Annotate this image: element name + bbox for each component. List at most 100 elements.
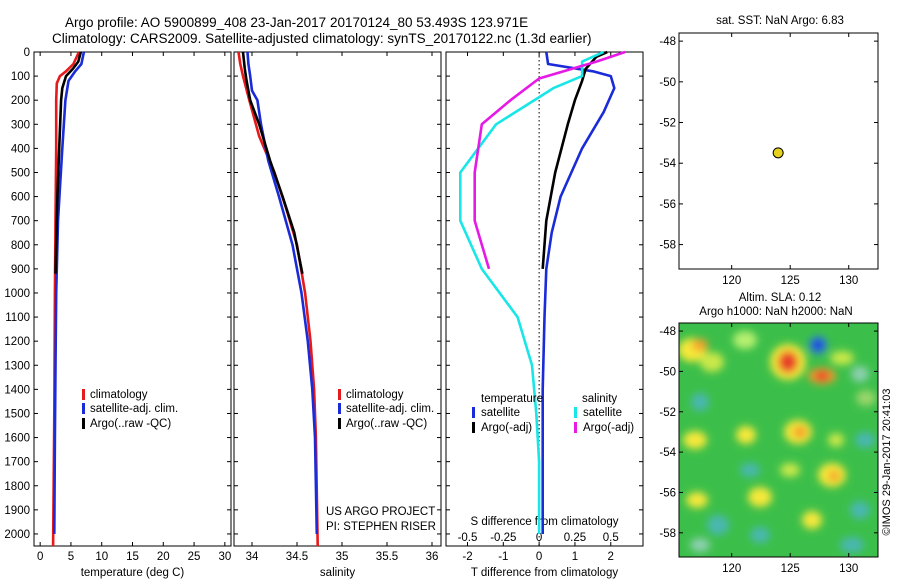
legend-label-0: climatology xyxy=(90,389,148,401)
legend-salinity-heading: salinity xyxy=(582,393,617,405)
sla-blob-29 xyxy=(850,501,870,519)
legend-label-s-argo: Argo(-adj) xyxy=(583,422,634,434)
series-line-2 xyxy=(241,51,304,274)
x-tick-label: 0 xyxy=(536,551,542,563)
imos-credit: ©IMOS 29-Jan-2017 20:41:03 xyxy=(881,389,893,536)
x-tick-label: 25 xyxy=(188,551,201,563)
x-tick-label: 34.5 xyxy=(286,551,308,563)
sla-blob-14 xyxy=(736,426,756,444)
y-tick-label: -56 xyxy=(659,199,676,211)
argo-location-marker xyxy=(772,147,784,159)
legend-swatch-2 xyxy=(82,418,85,429)
x-tick-label: 125 xyxy=(781,275,800,287)
sla-blob-31 xyxy=(840,537,864,553)
sla-blob-18 xyxy=(855,432,875,448)
y-tick-label: -52 xyxy=(659,118,676,130)
y-tick-label: -58 xyxy=(659,528,676,540)
header-line-2: Climatology: CARS2009. Satellite-adjuste… xyxy=(52,31,592,46)
y-tick-label: 200 xyxy=(11,95,30,107)
x-tick-label: 34 xyxy=(246,551,259,563)
y-tick-label: -56 xyxy=(659,487,676,499)
temperature-panel: 0100200300400500600700800900100011001200… xyxy=(4,47,232,579)
legend-swatch-t-sat xyxy=(472,407,475,418)
plot-frame xyxy=(233,51,442,547)
y-tick-label: 1200 xyxy=(4,336,30,348)
sla-blob-12 xyxy=(691,393,709,411)
y-tick-label: 1600 xyxy=(4,433,30,445)
series-line-2 xyxy=(459,50,605,534)
sla-blob-1 xyxy=(692,339,708,351)
sst-map-panel: -48 -50 -52 -54 -56 -58 120 125 130 xyxy=(659,32,879,287)
legend-label-s-sat: satellite xyxy=(583,407,622,419)
x-tick-label: 125 xyxy=(781,563,800,575)
y-tick-label: -52 xyxy=(659,407,676,419)
y-tick-label: -54 xyxy=(659,158,676,170)
legend-swatch-2 xyxy=(338,418,341,429)
x-tick-label: 36 xyxy=(426,551,439,563)
y-tick-label: 500 xyxy=(11,167,30,179)
y-tick-label: 0 xyxy=(24,47,30,59)
legend-swatch-s-argo xyxy=(574,422,577,433)
x-tick-label: 35.5 xyxy=(376,551,398,563)
sla-blob-30 xyxy=(690,538,710,552)
legend-swatch-0 xyxy=(338,389,341,400)
y-tick-label: 1000 xyxy=(4,288,30,300)
sla-blob-26 xyxy=(748,487,772,507)
sla-blob-21 xyxy=(780,463,800,477)
h-title: Argo h1000: NaN h2000: NaN xyxy=(699,306,852,318)
y-tick-label: 2000 xyxy=(4,529,30,541)
sla-blob-23 xyxy=(828,471,840,481)
x2-tick-label: -0.25 xyxy=(490,532,516,544)
series-line-0 xyxy=(541,51,616,534)
series-line-1 xyxy=(541,50,608,269)
legend-swatch-t-argo xyxy=(472,422,475,433)
sla-blob-19 xyxy=(828,433,844,447)
y-tick-label: 300 xyxy=(11,119,30,131)
legend-swatch-1 xyxy=(82,403,85,414)
x-axis-label: temperature (deg C) xyxy=(81,567,185,579)
y-tick-label: -54 xyxy=(659,447,676,459)
sla-blob-24 xyxy=(686,492,708,508)
y-tick-label: 800 xyxy=(11,240,30,252)
y-tick-label: 1800 xyxy=(4,481,30,493)
sla-blob-10 xyxy=(851,366,869,382)
x-axis-label: salinity xyxy=(320,567,355,579)
legend-label-0: climatology xyxy=(346,389,404,401)
legend-label-t-argo: Argo(-adj) xyxy=(481,422,532,434)
sla-blob-20 xyxy=(740,463,760,477)
sla-blob-28 xyxy=(802,511,822,529)
x-tick-label: -2 xyxy=(462,551,472,563)
sst-title: sat. SST: NaN Argo: 6.83 xyxy=(716,15,844,27)
sla-blob-5 xyxy=(778,351,798,373)
plot-frame xyxy=(33,51,232,547)
legend-label-2: Argo(..raw -QC) xyxy=(90,418,171,430)
map-frame xyxy=(678,322,879,558)
legend-swatch-0 xyxy=(82,389,85,400)
y-tick-label: 900 xyxy=(11,264,30,276)
series-line-1 xyxy=(53,51,86,535)
x-tick-label: 120 xyxy=(722,563,741,575)
x-tick-label: 130 xyxy=(839,275,858,287)
sla-anomalies xyxy=(679,331,876,553)
sla-field xyxy=(679,323,878,557)
sla-blob-9 xyxy=(815,371,829,381)
x-tick-label: 120 xyxy=(722,275,741,287)
y-tick-label: -58 xyxy=(659,240,676,252)
y-tick-label: -48 xyxy=(659,36,676,48)
y-tick-label: 1300 xyxy=(4,360,30,372)
y-tick-label: 1500 xyxy=(4,408,30,420)
sla-title: Altim. SLA: 0.12 xyxy=(739,292,821,304)
x-tick-label: 5 xyxy=(68,551,74,563)
y-tick-label: 1400 xyxy=(4,384,30,396)
series-line-3 xyxy=(473,50,626,270)
annotation-line-1: US ARGO PROJECT xyxy=(326,506,435,518)
sla-map-panel: -48 -50 -52 -54 -56 -58 120 125 130 xyxy=(659,322,879,575)
sla-blob-11 xyxy=(830,351,854,365)
y-tick-label: 700 xyxy=(11,216,30,228)
x2-tick-label: 0.5 xyxy=(603,532,619,544)
legend-swatch-1 xyxy=(338,403,341,414)
x-tick-label: -1 xyxy=(498,551,508,563)
sla-blob-27 xyxy=(750,527,770,543)
sla-blob-13 xyxy=(683,431,707,449)
